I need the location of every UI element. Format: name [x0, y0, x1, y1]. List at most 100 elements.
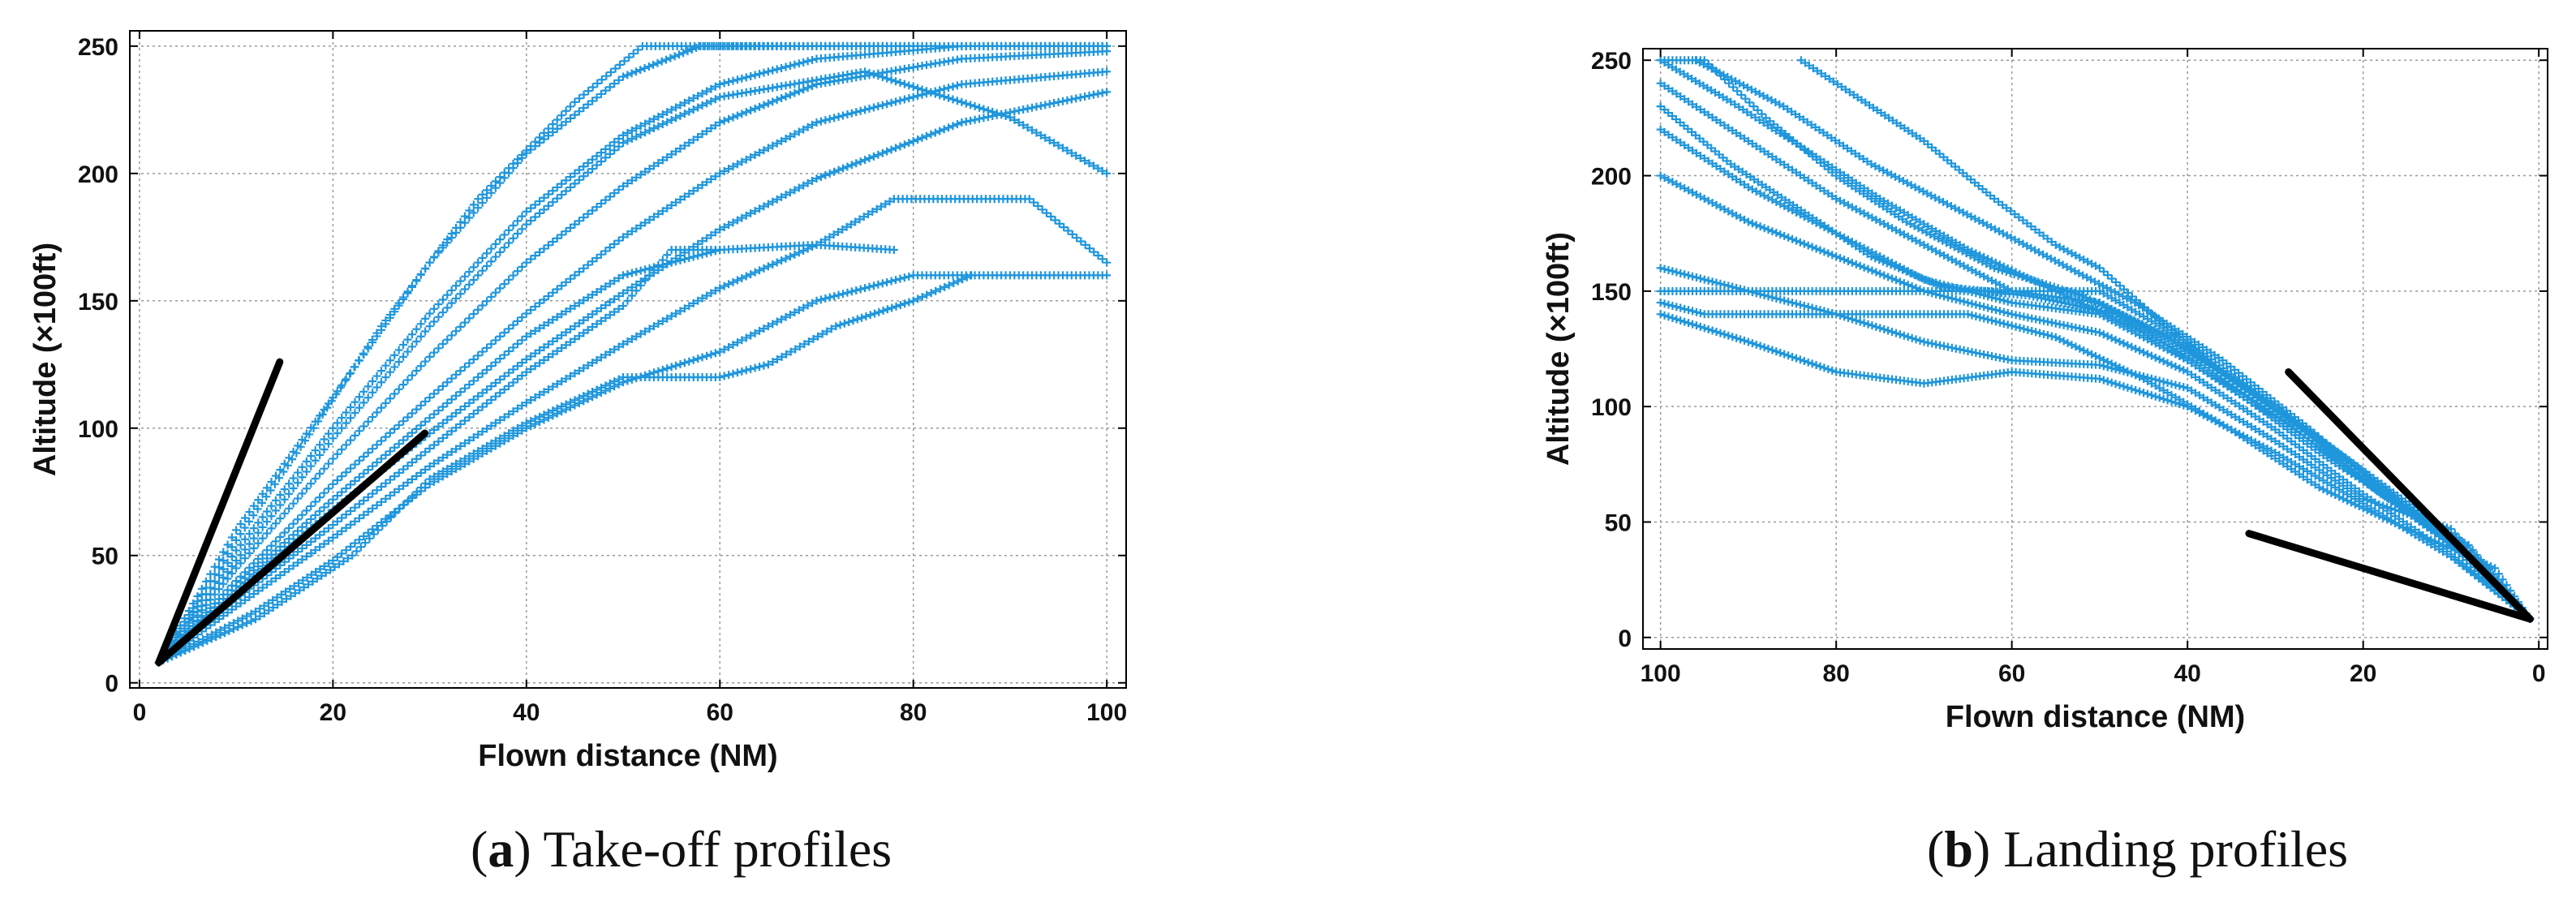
data-point	[1680, 317, 1689, 326]
data-point	[729, 162, 738, 171]
data-point	[329, 521, 338, 530]
data-point	[447, 286, 456, 294]
data-point	[294, 515, 303, 524]
data-point	[1788, 352, 1797, 361]
data-point	[1784, 233, 1793, 242]
data-point	[579, 264, 588, 273]
data-point	[434, 456, 443, 465]
data-point	[729, 76, 738, 85]
data-point	[298, 473, 307, 482]
data-point	[1839, 312, 1848, 321]
data-point	[649, 114, 658, 123]
data-point	[716, 169, 725, 178]
data-point	[390, 389, 399, 398]
data-point	[500, 230, 509, 239]
data-point	[456, 419, 465, 428]
data-point	[531, 393, 540, 402]
data-point	[1737, 90, 1746, 99]
data-point	[1672, 315, 1681, 324]
data-point	[592, 152, 601, 161]
data-point	[561, 176, 570, 185]
data-point	[342, 483, 350, 492]
data-point	[847, 109, 856, 118]
data-point	[285, 504, 294, 513]
data-point	[2406, 526, 2415, 535]
data-point	[474, 271, 483, 280]
data-point	[720, 372, 729, 380]
data-point	[583, 293, 592, 302]
data-point	[2439, 540, 2448, 549]
data-point	[553, 285, 561, 294]
data-point	[2095, 375, 2104, 383]
data-point	[922, 131, 931, 140]
data-point	[327, 397, 336, 406]
data-point	[2147, 374, 2156, 383]
data-point	[601, 313, 610, 322]
data-point	[1055, 219, 1064, 228]
data-point	[376, 497, 385, 506]
data-point	[1700, 275, 1709, 284]
data-point	[816, 173, 825, 181]
data-point	[407, 475, 416, 483]
data-point	[1692, 321, 1701, 330]
data-point	[561, 307, 570, 316]
data-point	[219, 565, 228, 574]
data-point	[292, 449, 301, 458]
data-point	[627, 127, 636, 135]
data-point	[197, 601, 206, 610]
data-point	[909, 92, 918, 101]
data-point	[900, 140, 909, 149]
data-point	[236, 599, 245, 608]
data-point	[2151, 353, 2160, 362]
data-point	[285, 535, 294, 544]
data-point	[853, 315, 862, 324]
data-point	[1804, 241, 1813, 250]
data-point	[799, 181, 808, 190]
data-point	[376, 454, 385, 463]
data-point	[403, 413, 412, 422]
data-point	[2111, 365, 2120, 374]
data-point	[2040, 329, 2049, 338]
data-point	[1064, 226, 1073, 235]
data-point	[1732, 333, 1741, 342]
data-point	[443, 465, 452, 473]
data-point	[2019, 216, 2028, 225]
data-point	[425, 352, 434, 361]
data-point	[2015, 324, 2024, 333]
data-point	[483, 441, 492, 450]
data-point	[750, 71, 759, 80]
data-point	[381, 398, 390, 407]
data-point	[849, 316, 858, 325]
data-point	[443, 290, 452, 299]
data-point	[2131, 385, 2140, 394]
data-point	[1747, 110, 1756, 119]
data-point	[597, 75, 606, 84]
data-point	[1019, 121, 1028, 130]
data-point	[1752, 221, 1761, 230]
data-point	[614, 375, 623, 384]
data-point	[474, 392, 483, 401]
data-point	[2423, 533, 2432, 542]
data-point	[944, 123, 953, 132]
data-point	[1047, 213, 1056, 221]
data-point	[302, 506, 311, 515]
data-point	[271, 537, 280, 546]
data-point	[746, 106, 755, 115]
data-point	[821, 170, 830, 179]
data-point	[698, 89, 707, 98]
data-point	[363, 449, 372, 458]
data-point	[438, 381, 447, 390]
data-point	[263, 546, 272, 555]
data-point	[282, 595, 290, 604]
data-point	[746, 71, 755, 80]
data-point	[416, 483, 425, 492]
data-point	[323, 403, 332, 412]
data-point	[2359, 495, 2367, 503]
data-point	[544, 385, 553, 393]
data-point	[307, 549, 316, 558]
data-point	[725, 280, 733, 289]
data-point	[610, 239, 619, 248]
data-point	[505, 368, 514, 377]
data-point	[240, 523, 249, 532]
data-point	[1748, 288, 1757, 297]
